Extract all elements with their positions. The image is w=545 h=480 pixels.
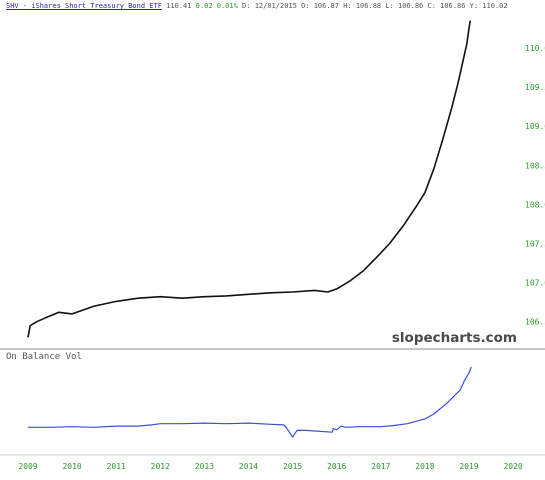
date-tick-label: 2018 [415, 462, 434, 471]
date-tick-label: 2011 [107, 462, 126, 471]
price-tick-label: 108.5 [525, 161, 545, 170]
date-tick-label: 2015 [283, 462, 302, 471]
date-tick-label: 2019 [459, 462, 478, 471]
last-price: 110.41 [166, 2, 192, 10]
price-tick-label: 109.5 [525, 83, 545, 92]
price-tick-label: 106.5 [525, 318, 545, 327]
price-axis: 106.5 107.0 107.5 108.0 108.5 109.0 109.5 110.0 [525, 44, 545, 327]
symbol-title-link[interactable]: SHV - iShares Short Treasury Bond ETF [6, 2, 162, 10]
obv-panel-label: On Balance Vol [6, 352, 82, 362]
price-tick-label: 109.0 [525, 122, 545, 131]
ohlc-readout: D: 12/01/2015 O: 106.87 H: 106.88 L: 106… [242, 2, 508, 10]
date-axis: 2009 2010 2011 2012 2013 2014 2015 2016 2017 2018… [18, 462, 523, 471]
price-series-line [27, 20, 472, 338]
obv-series-line [28, 366, 472, 438]
date-tick-label: 2016 [327, 462, 346, 471]
date-tick-label: 2017 [371, 462, 390, 471]
date-tick-label: 2014 [239, 462, 258, 471]
price-change: 0.02 0.01% [195, 2, 238, 10]
price-tick-label: 110.0 [525, 44, 545, 53]
date-tick-label: 2013 [195, 462, 214, 471]
date-tick-label: 2012 [151, 462, 170, 471]
watermark-logo: slopecharts.com [391, 330, 517, 346]
price-tick-label: 107.5 [525, 240, 545, 249]
price-tick-label: 108.0 [525, 200, 545, 209]
date-tick-label: 2010 [62, 462, 81, 471]
date-tick-label: 2020 [503, 462, 522, 471]
date-tick-label: 2009 [18, 462, 37, 471]
price-tick-label: 107.0 [525, 279, 545, 288]
chart-header: SHV - iShares Short Treasury Bond ETF 11… [6, 2, 508, 11]
